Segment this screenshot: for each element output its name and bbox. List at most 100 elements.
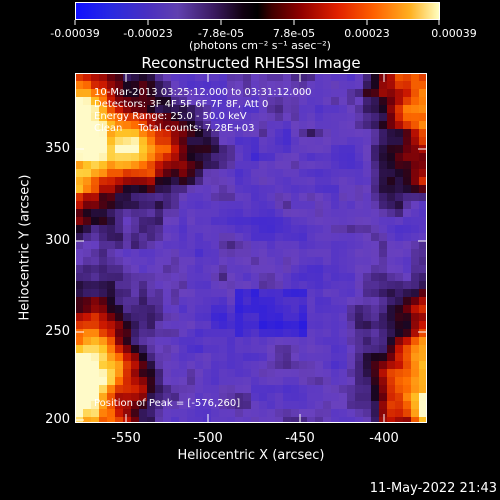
heatmap-cell bbox=[123, 401, 132, 410]
heatmap-cell bbox=[355, 257, 364, 266]
heatmap-cell bbox=[355, 297, 364, 306]
heatmap-cell bbox=[267, 361, 276, 370]
heatmap-cell bbox=[411, 145, 420, 154]
heatmap-cell bbox=[411, 313, 420, 322]
heatmap-cell bbox=[219, 313, 228, 322]
heatmap-cell bbox=[371, 377, 380, 386]
heatmap-cell bbox=[107, 321, 116, 330]
heatmap-cell bbox=[83, 97, 92, 106]
heatmap-cell bbox=[91, 209, 100, 218]
heatmap-cell bbox=[283, 137, 292, 146]
heatmap-cell bbox=[259, 401, 268, 410]
heatmap-cell bbox=[259, 265, 268, 274]
heatmap-cell bbox=[155, 249, 164, 258]
heatmap-cell bbox=[219, 89, 228, 98]
heatmap-cell bbox=[419, 81, 427, 90]
heatmap-cell bbox=[171, 169, 180, 178]
heatmap-cell bbox=[331, 377, 340, 386]
heatmap-cell bbox=[355, 225, 364, 234]
heatmap-cell bbox=[291, 377, 300, 386]
heatmap-cell bbox=[155, 89, 164, 98]
heatmap-cell bbox=[323, 241, 332, 250]
heatmap-cell bbox=[403, 105, 412, 114]
heatmap-cell bbox=[251, 105, 260, 114]
heatmap-cell bbox=[243, 217, 252, 226]
heatmap-cell bbox=[195, 153, 204, 162]
heatmap-cell bbox=[171, 289, 180, 298]
heatmap-cell bbox=[283, 89, 292, 98]
heatmap-cell bbox=[139, 73, 148, 82]
heatmap-cell bbox=[83, 113, 92, 122]
heatmap-cell bbox=[131, 113, 140, 122]
heatmap-cell bbox=[219, 137, 228, 146]
heatmap-cell bbox=[379, 361, 388, 370]
heatmap-cell bbox=[123, 113, 132, 122]
heatmap-cell bbox=[411, 353, 420, 362]
heatmap-cell bbox=[243, 113, 252, 122]
heatmap-cell bbox=[267, 225, 276, 234]
heatmap-cell bbox=[219, 169, 228, 178]
heatmap-cell bbox=[107, 193, 116, 202]
heatmap-cell bbox=[203, 169, 212, 178]
heatmap-cell bbox=[115, 121, 124, 130]
heatmap-cell bbox=[243, 193, 252, 202]
heatmap-cell bbox=[83, 369, 92, 378]
heatmap-cell bbox=[387, 209, 396, 218]
heatmap-cell bbox=[195, 105, 204, 114]
heatmap-cell bbox=[179, 361, 188, 370]
heatmap-cell bbox=[347, 81, 356, 90]
heatmap-cell bbox=[379, 393, 388, 402]
heatmap-cell bbox=[163, 297, 172, 306]
heatmap-cell bbox=[83, 289, 92, 298]
heatmap-cell bbox=[371, 169, 380, 178]
heatmap-cell bbox=[395, 265, 404, 274]
heatmap-cell bbox=[371, 97, 380, 106]
heatmap-cell bbox=[203, 249, 212, 258]
heatmap-cell bbox=[131, 353, 140, 362]
heatmap-cell bbox=[395, 289, 404, 298]
heatmap-cell bbox=[315, 265, 324, 274]
heatmap-cell bbox=[291, 329, 300, 338]
heatmap-cell bbox=[323, 97, 332, 106]
heatmap-cell bbox=[243, 225, 252, 234]
heatmap-cell bbox=[115, 337, 124, 346]
heatmap-cell bbox=[307, 201, 316, 210]
heatmap-cell bbox=[395, 305, 404, 314]
heatmap-cell bbox=[331, 137, 340, 146]
heatmap-cell bbox=[131, 169, 140, 178]
heatmap-cell bbox=[339, 265, 348, 274]
heatmap-cell bbox=[163, 169, 172, 178]
heatmap-cell bbox=[115, 89, 124, 98]
heatmap-cell bbox=[355, 241, 364, 250]
heatmap-cell bbox=[83, 217, 92, 226]
heatmap-cell bbox=[355, 361, 364, 370]
heatmap-cell bbox=[195, 257, 204, 266]
heatmap-cell bbox=[115, 81, 124, 90]
heatmap-cell bbox=[243, 201, 252, 210]
heatmap-cell bbox=[123, 153, 132, 162]
heatmap-cell bbox=[331, 345, 340, 354]
heatmap-cell bbox=[275, 177, 284, 186]
heatmap-cell bbox=[91, 393, 100, 402]
heatmap-cell bbox=[107, 105, 116, 114]
heatmap-cell bbox=[411, 161, 420, 170]
heatmap-cell bbox=[115, 137, 124, 146]
heatmap-cell bbox=[107, 329, 116, 338]
heatmap-cell bbox=[219, 193, 228, 202]
heatmap-cell bbox=[275, 97, 284, 106]
heatmap-cell bbox=[115, 257, 124, 266]
heatmap-cell bbox=[75, 153, 84, 162]
heatmap-cell bbox=[275, 193, 284, 202]
heatmap-cell bbox=[259, 297, 268, 306]
heatmap-cell bbox=[131, 297, 140, 306]
heatmap-cell bbox=[307, 217, 316, 226]
heatmap-cell bbox=[419, 329, 427, 338]
heatmap-cell bbox=[107, 89, 116, 98]
heatmap-cell bbox=[339, 105, 348, 114]
heatmap-cell bbox=[347, 97, 356, 106]
heatmap-cell bbox=[387, 249, 396, 258]
heatmap-cell bbox=[411, 393, 420, 402]
heatmap-cell bbox=[259, 113, 268, 122]
heatmap-cell bbox=[195, 377, 204, 386]
heatmap-cell bbox=[179, 265, 188, 274]
